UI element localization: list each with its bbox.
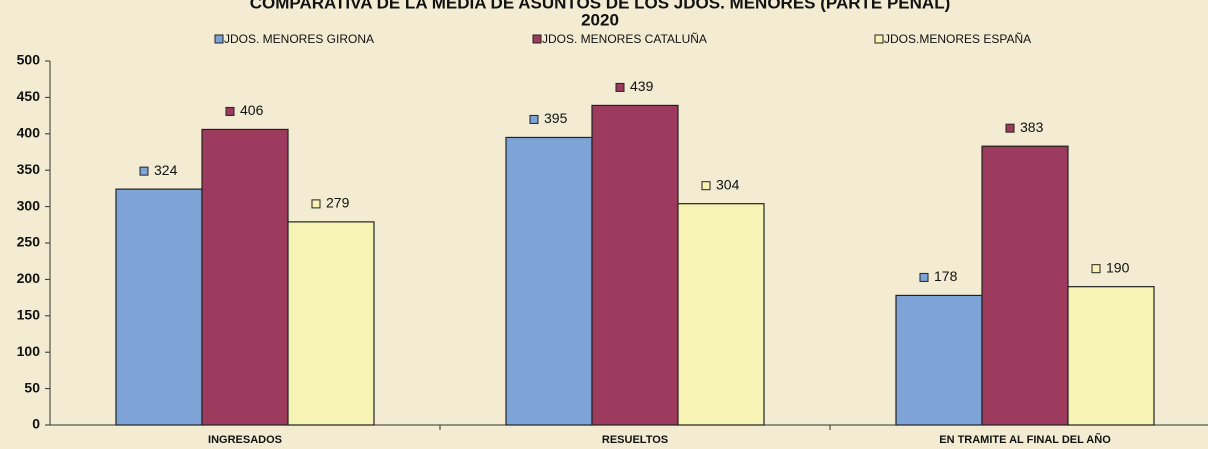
y-tick-label: 400 [17, 125, 41, 141]
y-tick-label: 0 [32, 416, 40, 432]
y-tick-label: 100 [17, 343, 41, 359]
value-label: 190 [1106, 259, 1130, 275]
x-tick-label: EN TRAMITE AL FINAL DEL AÑO [939, 433, 1111, 446]
value-marker [529, 114, 539, 124]
legend-swatch [532, 34, 542, 44]
bar [895, 294, 983, 426]
value-label: 178 [934, 268, 958, 284]
legend-swatch [874, 34, 884, 44]
x-tick-label: INGRESADOS [208, 434, 282, 446]
x-tick-label: RESUELTOS [602, 434, 668, 446]
value-marker [139, 166, 149, 176]
value-marker [311, 199, 321, 209]
value-marker [1005, 123, 1015, 133]
bar [115, 188, 203, 426]
legend-label: JDOS.MENORES ESPAÑA [884, 32, 1031, 46]
value-marker [615, 82, 625, 92]
y-tick-label: 200 [17, 270, 41, 286]
y-tick-label: 50 [24, 379, 40, 395]
legend-swatch [214, 34, 224, 44]
legend-label: JDOS. MENORES CATALUÑA [542, 32, 707, 46]
value-marker [701, 181, 711, 191]
bar [981, 145, 1069, 426]
value-label: 395 [544, 110, 568, 126]
value-label: 406 [240, 102, 264, 118]
bar [677, 203, 765, 426]
legend-label: JDOS. MENORES GIRONA [224, 32, 374, 46]
value-label: 304 [716, 176, 740, 192]
value-label: 324 [154, 162, 178, 178]
y-tick-label: 500 [17, 52, 41, 68]
chart-title: COMPARATIVA DE LA MEDIA DE ASUNTOS DE LO… [250, 0, 951, 12]
bar [505, 136, 593, 426]
value-marker [225, 106, 235, 116]
y-tick-label: 350 [17, 161, 41, 177]
bar [287, 221, 375, 426]
chart-subtitle: 2020 [581, 10, 619, 29]
y-tick-label: 250 [17, 234, 41, 250]
value-label: 279 [326, 195, 350, 211]
value-label: 383 [1020, 119, 1044, 135]
y-tick-label: 150 [17, 307, 41, 323]
bar [591, 104, 679, 426]
bar [1067, 286, 1155, 426]
value-marker [919, 272, 929, 282]
y-tick-label: 300 [17, 197, 41, 213]
bar [201, 128, 289, 426]
y-tick-label: 450 [17, 88, 41, 104]
value-label: 439 [630, 78, 654, 94]
value-marker [1091, 264, 1101, 274]
